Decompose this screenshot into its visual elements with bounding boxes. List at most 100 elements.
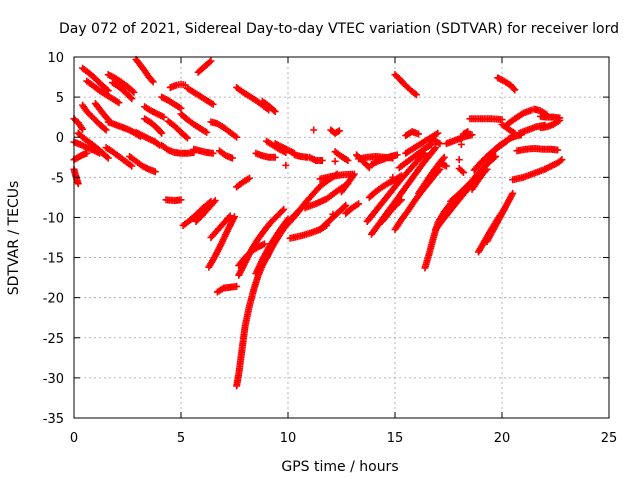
series-arc33 (205, 213, 238, 271)
data-point (103, 114, 111, 122)
series-arc80 (541, 156, 566, 173)
data-point (203, 128, 211, 136)
series-arc35 (233, 174, 253, 191)
data-point (397, 172, 405, 180)
series-arc31 (192, 197, 219, 225)
data-point (509, 189, 517, 197)
series-arc46 (290, 151, 311, 161)
data-point (206, 58, 214, 66)
data-point (270, 106, 278, 114)
data-point (462, 128, 470, 136)
y-tick-label: -30 (43, 372, 64, 387)
data-point (349, 172, 357, 180)
data-point (342, 201, 350, 209)
data-point (393, 151, 401, 159)
data-point (282, 161, 290, 169)
data-point (74, 180, 82, 188)
series-arc27 (207, 118, 241, 141)
chart-title: Day 072 of 2021, Sidereal Day-to-day VTE… (59, 21, 619, 37)
series-arc29 (162, 196, 185, 205)
data-point (440, 153, 448, 161)
series-arc26 (177, 110, 211, 136)
data-point (96, 149, 104, 157)
series-arc79 (509, 165, 549, 184)
data-point (126, 93, 134, 101)
data-point (157, 128, 165, 136)
data-point (556, 157, 564, 165)
data-point (207, 57, 215, 65)
series-arc83 (466, 115, 506, 124)
series-arc32 (207, 212, 234, 241)
data-point (541, 121, 549, 129)
data-point (271, 108, 279, 116)
series-arc84 (502, 106, 536, 129)
series-arc24 (183, 84, 217, 108)
data-point (492, 152, 500, 160)
data-point (149, 78, 157, 86)
data-point (182, 133, 190, 141)
series-arc90 (504, 131, 525, 143)
y-tick-label: -25 (43, 332, 64, 347)
data-point (103, 86, 111, 94)
data-point (103, 153, 111, 161)
data-point (209, 149, 217, 157)
data-point (260, 240, 268, 248)
data-point (128, 95, 136, 103)
data-point (158, 129, 166, 137)
series-arc16 (132, 128, 164, 149)
data-point (459, 169, 467, 177)
series-arc18 (141, 103, 168, 121)
data-point (271, 153, 279, 161)
data-point (415, 130, 423, 138)
data-point (335, 127, 343, 135)
data-point (458, 167, 466, 175)
data-point (511, 86, 519, 94)
data-point (128, 162, 136, 170)
series-arc14 (102, 144, 136, 170)
data-point (102, 126, 110, 134)
series-arc17 (141, 115, 166, 137)
data-point (396, 197, 404, 205)
data-point (455, 156, 463, 164)
series-arc39 (235, 240, 268, 270)
data-point (154, 140, 162, 148)
data-point (210, 198, 218, 206)
data-point (79, 125, 87, 133)
data-point (355, 200, 363, 208)
x-tick-label: 20 (494, 431, 511, 446)
series-arc99 (331, 157, 339, 165)
series-arc94 (459, 128, 472, 138)
y-tick-label: 0 (56, 131, 64, 146)
y-axis-label: SDTVAR / TECUs (6, 181, 22, 296)
x-axis-label: GPS time / hours (281, 459, 398, 475)
data-point (341, 203, 349, 211)
data-point (434, 129, 442, 137)
series-arc20 (164, 117, 191, 142)
series-arc19 (158, 93, 185, 112)
series-arc13 (70, 165, 82, 188)
series-arc5 (132, 55, 157, 86)
data-point (431, 145, 439, 153)
series-arc96 (436, 159, 450, 170)
y-tick-label: -10 (43, 211, 64, 226)
data-point (435, 139, 443, 147)
series-arc100 (329, 210, 337, 218)
data-point (457, 140, 465, 148)
data-point (83, 149, 91, 157)
data-point (160, 113, 168, 121)
data-point (558, 156, 566, 164)
series-arc4 (109, 79, 136, 103)
series-arc78 (513, 144, 562, 155)
data-point (280, 205, 288, 213)
series-arc41 (233, 83, 273, 114)
data-point (436, 140, 444, 148)
series-arc81 (494, 74, 519, 94)
data-point (468, 131, 476, 139)
series-arc98 (310, 126, 318, 134)
data-point (556, 116, 564, 124)
y-tick-label: 5 (56, 91, 64, 106)
data-point (411, 90, 419, 98)
data-point (490, 154, 498, 162)
data-point (148, 77, 156, 85)
